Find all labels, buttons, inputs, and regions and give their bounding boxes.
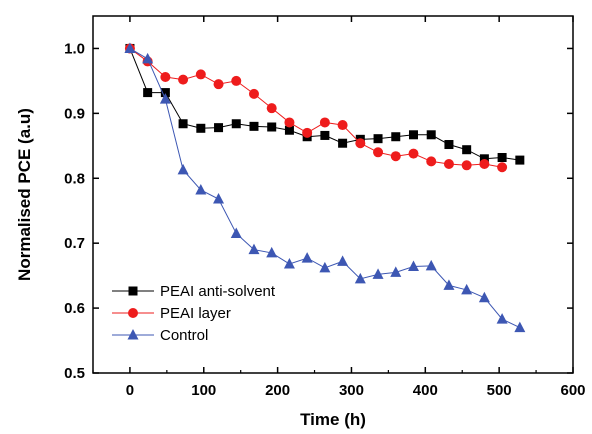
chart-marks xyxy=(124,42,526,333)
data-point xyxy=(408,148,419,159)
data-point xyxy=(479,158,490,169)
data-point xyxy=(373,147,384,158)
data-point xyxy=(514,321,526,333)
data-point xyxy=(249,121,259,131)
x-tick-label: 500 xyxy=(487,382,512,399)
x-tick-label: 400 xyxy=(413,382,438,399)
data-point xyxy=(479,154,489,164)
data-point xyxy=(354,272,366,284)
plot-frame xyxy=(92,15,574,374)
data-point xyxy=(425,259,437,271)
data-point xyxy=(461,283,473,295)
y-tick-label: 1.0 xyxy=(64,40,85,57)
y-tick-label: 0.7 xyxy=(64,235,85,252)
series-square xyxy=(125,43,525,165)
legend-marker xyxy=(128,308,138,318)
data-point xyxy=(230,227,242,238)
data-point xyxy=(461,160,472,171)
legend-marker xyxy=(128,286,138,296)
x-tick-label: 600 xyxy=(560,382,585,399)
x-axis-title: Time (h) xyxy=(300,410,366,429)
data-point xyxy=(390,151,401,162)
series-line xyxy=(129,48,520,161)
data-point xyxy=(284,117,295,128)
data-point xyxy=(355,138,366,149)
data-point xyxy=(407,260,419,272)
data-point xyxy=(143,88,153,98)
data-point xyxy=(319,117,330,128)
y-tick-label: 0.9 xyxy=(64,105,85,122)
data-point xyxy=(319,261,331,273)
data-point xyxy=(320,130,330,140)
x-tick-label: 100 xyxy=(191,382,216,399)
data-point xyxy=(426,156,437,167)
data-point xyxy=(390,266,402,277)
data-point xyxy=(195,183,207,195)
data-point xyxy=(337,120,348,131)
data-point xyxy=(267,122,277,132)
data-point xyxy=(124,42,136,53)
data-point xyxy=(426,130,436,140)
data-point xyxy=(338,138,348,148)
data-point xyxy=(178,119,188,129)
data-point xyxy=(178,74,189,85)
legend-marker xyxy=(127,329,139,340)
data-point xyxy=(497,162,508,173)
legend-entry: PEAI anti-solvent xyxy=(112,283,276,300)
legend-label: Control xyxy=(160,327,208,344)
data-point xyxy=(443,279,455,290)
data-point xyxy=(213,193,225,204)
data-point xyxy=(462,145,472,155)
data-point xyxy=(408,130,418,140)
legend: PEAI anti-solvent PEAI layer Control xyxy=(112,283,276,344)
series-circle xyxy=(124,43,508,173)
y-tick-label: 0.6 xyxy=(64,300,85,317)
data-point xyxy=(142,52,154,64)
data-point xyxy=(373,134,383,144)
data-point xyxy=(444,140,454,150)
data-point xyxy=(515,155,525,165)
data-point xyxy=(231,119,241,129)
data-point xyxy=(302,127,313,138)
data-point xyxy=(266,246,278,258)
data-point xyxy=(496,313,508,324)
data-point xyxy=(160,88,170,98)
data-point xyxy=(160,72,171,83)
data-point xyxy=(231,75,242,86)
data-point xyxy=(214,123,224,133)
data-point xyxy=(266,103,277,114)
y-tick-label: 0.5 xyxy=(64,365,85,382)
data-point xyxy=(196,123,206,133)
data-point xyxy=(195,69,206,80)
data-point xyxy=(213,79,224,90)
data-point xyxy=(372,268,384,279)
legend-label: PEAI layer xyxy=(160,305,231,322)
series-line xyxy=(129,48,503,168)
x-tick-label: 300 xyxy=(339,382,364,399)
legend-entry: PEAI layer xyxy=(112,305,231,322)
data-point xyxy=(497,153,507,163)
data-point xyxy=(284,125,294,135)
x-tick-label: 200 xyxy=(265,382,290,399)
data-point xyxy=(283,257,295,269)
y-tick-label: 0.8 xyxy=(64,170,85,187)
data-point xyxy=(443,158,454,169)
data-point xyxy=(301,252,313,263)
legend-entry: Control xyxy=(112,327,208,344)
series-triangle xyxy=(124,42,526,333)
x-tick-label: 0 xyxy=(126,382,134,399)
data-point xyxy=(248,88,259,99)
axis-ticks: 0 100 200 300 400 500 600 0.5 0.6 0.7 0.8 0.9 1.0 xyxy=(64,16,586,399)
data-point xyxy=(337,255,349,266)
data-point xyxy=(159,93,171,104)
data-point xyxy=(177,163,189,175)
data-point xyxy=(248,243,260,255)
y-axis-title: Normalised PCE (a.u) xyxy=(15,108,34,281)
data-point xyxy=(478,291,490,303)
data-point xyxy=(391,132,401,142)
legend-label: PEAI anti-solvent xyxy=(160,283,276,300)
